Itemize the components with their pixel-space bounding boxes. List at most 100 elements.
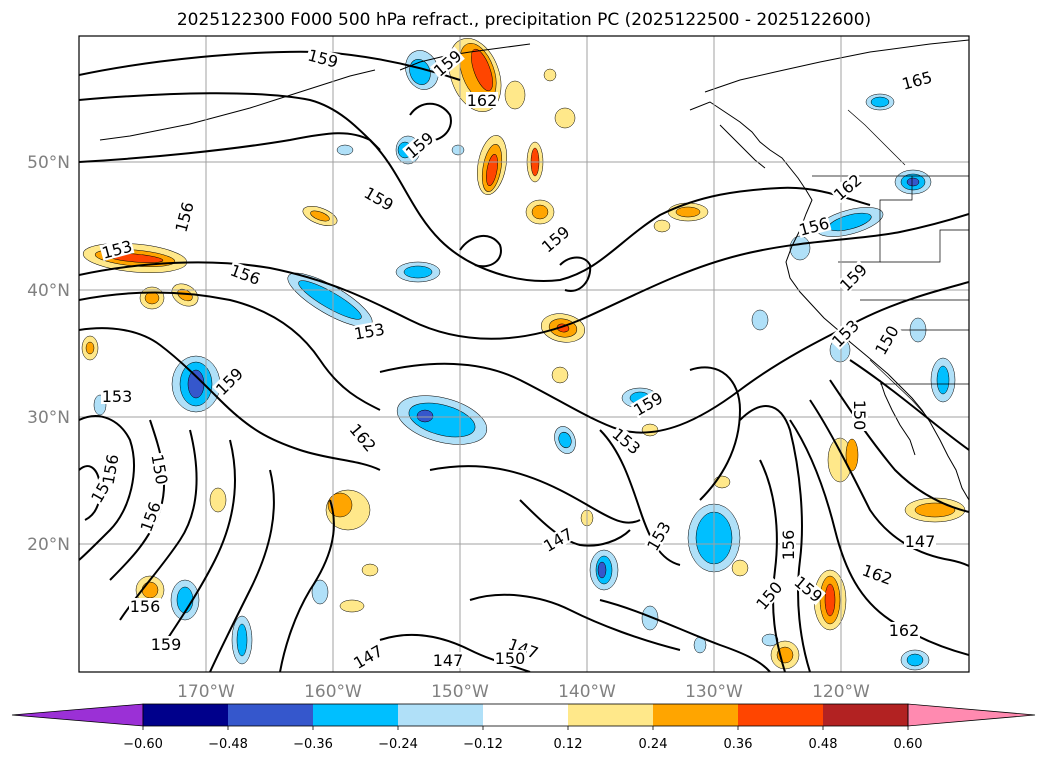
colorbar-tick-label: 0.36 xyxy=(724,737,753,752)
contour-label-background xyxy=(540,524,576,555)
contour-label-background xyxy=(791,572,826,606)
colorbar-tick-label: −0.36 xyxy=(293,737,333,752)
precipitation-cell xyxy=(209,487,227,513)
colorbar-tick-label: 0.60 xyxy=(894,737,923,752)
precipitation-cell xyxy=(906,653,924,667)
contour-label-background xyxy=(99,237,135,262)
contour-label-background xyxy=(352,320,387,342)
contour-label-background xyxy=(99,452,121,487)
precipitation-cell xyxy=(675,206,701,218)
lon-label-140w: 140°W xyxy=(558,682,616,702)
precipitation-cell xyxy=(641,423,659,437)
lat-label-20n: 20°N xyxy=(27,535,70,555)
precipitation-cell xyxy=(177,288,193,302)
contour-label-background xyxy=(836,260,871,295)
contour-label-background xyxy=(904,533,936,549)
contour-label: 150 xyxy=(495,649,526,668)
precipitation-cell xyxy=(554,107,576,129)
lon-label-150w: 150°W xyxy=(431,682,489,702)
precipitation-cell xyxy=(409,59,431,85)
precipitation-cell xyxy=(936,365,950,395)
map-plot-area: 159 1591621651591591561591531561531621561… xyxy=(78,35,970,673)
precipitation-cell xyxy=(597,561,607,579)
colorbar: −0.60 −0.48 −0.36 −0.24 −0.12 0.12 0.24 0.36 0.4… xyxy=(11,703,1036,752)
precipitation-cell xyxy=(914,502,956,518)
colorbar-segment xyxy=(313,704,398,726)
contour-label-background xyxy=(172,199,197,235)
colorbar-segment xyxy=(738,704,823,726)
contour-label-background xyxy=(227,261,264,288)
colorbar-segment xyxy=(823,704,908,726)
precipitation-cell xyxy=(327,492,353,518)
contour-label: 159 xyxy=(151,635,182,654)
contour-label-background xyxy=(505,635,542,662)
precipitation-cell xyxy=(187,369,205,399)
contour-label-background xyxy=(828,316,863,351)
colorbar-segment xyxy=(568,704,653,726)
map-frame xyxy=(78,35,970,673)
precipitation-cell xyxy=(310,210,330,222)
colorbar-tick-label: −0.24 xyxy=(378,737,418,752)
precipitation-cell xyxy=(339,599,365,613)
colorbar-tick-label: 0.48 xyxy=(809,737,838,752)
contour-label: 147 xyxy=(433,651,464,670)
refractivity-contours xyxy=(79,50,969,672)
colorbar-tick-label: −0.12 xyxy=(463,737,503,752)
precipitation-cell xyxy=(824,583,836,617)
contour-label-background xyxy=(796,214,832,239)
contour-label-background xyxy=(402,128,437,162)
precipitation-cell xyxy=(336,144,354,156)
lon-label-120w: 120°W xyxy=(812,682,870,702)
precipitation-cell xyxy=(176,586,194,614)
contour-label-background xyxy=(129,598,161,614)
precipitation-cell xyxy=(85,341,95,355)
map-background xyxy=(79,36,969,672)
precipitation-cell xyxy=(416,409,434,423)
contour-label: 162 xyxy=(467,91,498,110)
precipitation-cell xyxy=(543,68,557,82)
contour-label-background xyxy=(643,518,674,554)
colorbar-frame xyxy=(142,703,909,727)
contour-label-background xyxy=(432,652,464,668)
contour-label: 153 xyxy=(102,387,133,406)
lon-label-130w: 130°W xyxy=(685,682,743,702)
contour-label-background xyxy=(430,46,465,80)
colorbar-segment xyxy=(398,704,483,726)
gridlines xyxy=(79,36,969,672)
lat-label-40n: 40°N xyxy=(27,281,70,301)
precipitation-cell xyxy=(451,144,465,156)
contour-label: 150 xyxy=(850,400,869,431)
lon-label-160w: 160°W xyxy=(304,682,362,702)
contour-label-background xyxy=(780,529,796,561)
precipitation-cell xyxy=(361,563,379,577)
precipitation-cell xyxy=(236,623,248,657)
contour-label-background xyxy=(361,183,397,214)
contour-label: 147 xyxy=(905,532,936,551)
precipitation-cell xyxy=(141,581,159,599)
precipitation-cell xyxy=(471,48,493,92)
contour-label: 156 xyxy=(130,597,161,616)
precipitation-cell xyxy=(731,559,749,577)
contour-label-background xyxy=(888,622,920,638)
contour-label-background xyxy=(830,170,865,204)
precipitation-cell xyxy=(551,366,569,384)
contour-label-background xyxy=(149,452,171,487)
contour-label: 156 xyxy=(779,530,798,561)
contour-label-background xyxy=(212,364,247,399)
precipitation-cell xyxy=(789,235,811,261)
colorbar-tick-label: −0.60 xyxy=(123,737,163,752)
map-title: 2025122300 F000 500 hPa refract., precip… xyxy=(177,10,871,30)
precipitation-cell xyxy=(751,309,769,331)
longitude-labels: 170°W 160°W 150°W 140°W 130°W 120°W xyxy=(177,682,870,702)
contour-label-background xyxy=(852,399,868,431)
lat-label-30n: 30°N xyxy=(27,408,70,428)
colorbar-segment xyxy=(653,704,738,726)
precipitation-cell xyxy=(845,438,859,472)
colorbar-tick-label: 0.12 xyxy=(554,737,583,752)
contour-label-background xyxy=(752,578,786,613)
contour-label-background xyxy=(466,92,498,108)
latitude-labels: 50°N 40°N 30°N 20°N xyxy=(27,153,70,555)
precipitation-cell xyxy=(403,265,433,279)
